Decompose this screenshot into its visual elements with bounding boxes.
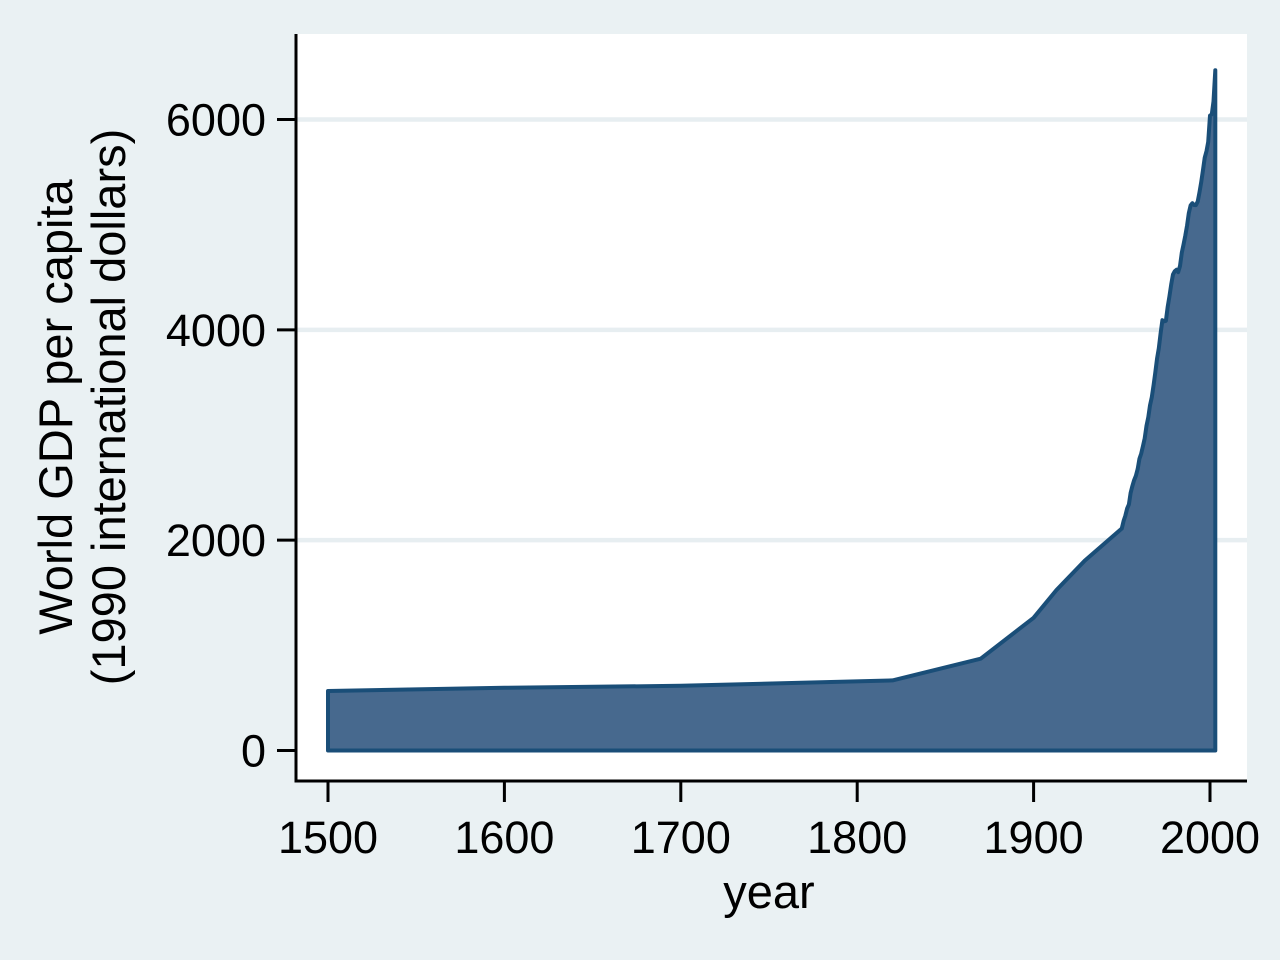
- x-tick-label-1900: 1900: [984, 812, 1084, 863]
- axes: [277, 34, 1247, 802]
- gridlines: [297, 117, 1247, 543]
- x-tick-label-1700: 1700: [631, 812, 731, 863]
- y-axis-title-line2: (1990 international dollars): [82, 129, 135, 686]
- x-tick-label-1800: 1800: [807, 812, 907, 863]
- y-tick-label-4000: 4000: [166, 305, 266, 356]
- area-series-world-gdp: [326, 68, 1218, 753]
- world-gdp-area: [326, 68, 1218, 753]
- x-tick-label-1600: 1600: [454, 812, 554, 863]
- y-axis-title-line1: World GDP per capita: [29, 178, 82, 634]
- x-tick-label-1500: 1500: [278, 812, 378, 863]
- tick-labels: 0 2000 4000 6000 1500 1600 1700 1800 1900 2000: [166, 94, 1260, 863]
- y-tick-label-6000: 6000: [166, 94, 266, 145]
- y-tick-label-0: 0: [241, 726, 266, 777]
- x-tick-label-2000: 2000: [1160, 812, 1260, 863]
- y-tick-label-2000: 2000: [166, 515, 266, 566]
- x-axis-title: year: [723, 865, 814, 918]
